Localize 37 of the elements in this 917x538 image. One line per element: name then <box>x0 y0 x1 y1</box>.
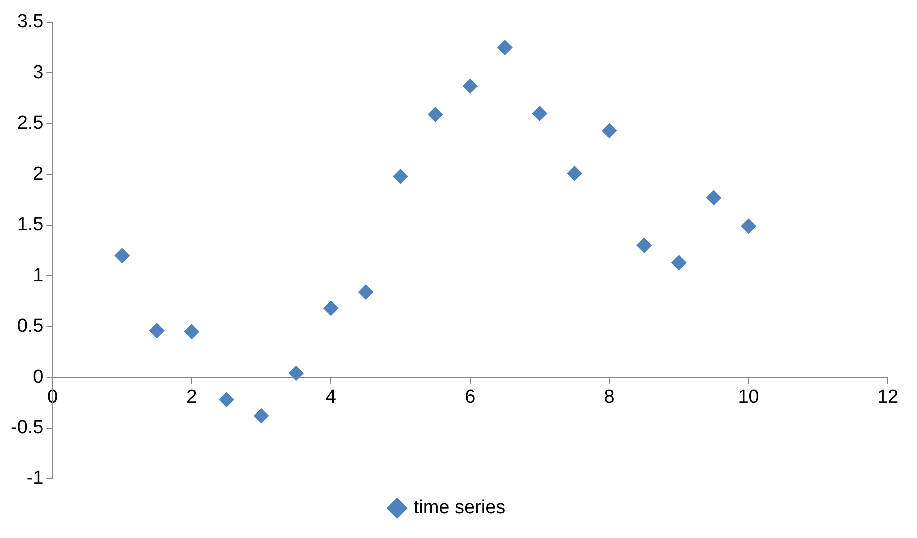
point <box>428 107 444 122</box>
y-tick-label: 2 <box>33 164 44 185</box>
x-tick-label: 12 <box>877 387 899 408</box>
y-tick-label: 3 <box>33 62 44 84</box>
y-tick-label: 2.5 <box>17 113 44 134</box>
x-tick-label: 2 <box>186 387 198 408</box>
y-tick-label: -1 <box>26 468 44 490</box>
y-tick-label: 1.5 <box>17 214 44 236</box>
x-tick-label: 0 <box>47 387 58 408</box>
point <box>462 78 478 94</box>
point <box>672 255 687 270</box>
point <box>219 392 234 408</box>
point <box>532 106 548 122</box>
point <box>498 40 513 56</box>
point <box>706 190 722 206</box>
point <box>636 238 652 254</box>
point <box>567 166 582 182</box>
point <box>741 218 756 234</box>
point <box>184 324 200 340</box>
x-tick-label: 8 <box>604 387 615 408</box>
point <box>393 169 408 184</box>
y-tick-label: 3.5 <box>17 12 44 33</box>
point <box>254 408 270 424</box>
y-tick-label: 1 <box>33 265 44 286</box>
x-tick-label: 10 <box>738 387 760 408</box>
point <box>324 301 339 316</box>
point <box>602 123 618 138</box>
point <box>358 284 374 300</box>
x-tick-label: 4 <box>326 387 337 408</box>
point <box>150 323 165 338</box>
x-tick-label: 6 <box>465 387 476 408</box>
legend-label: time series <box>414 498 506 519</box>
y-tick-label: -0.5 <box>10 418 44 438</box>
point <box>288 366 304 381</box>
y-tick-label: 0 <box>33 366 44 388</box>
y-tick-label: 0.5 <box>17 316 44 338</box>
point <box>114 248 130 264</box>
